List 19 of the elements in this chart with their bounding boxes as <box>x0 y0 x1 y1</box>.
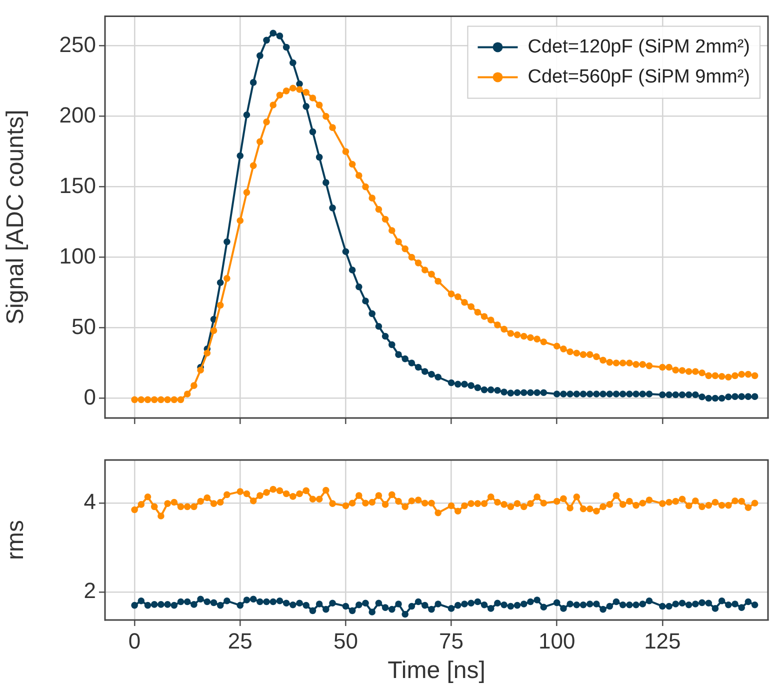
y-tick-label: 0 <box>84 384 96 410</box>
x-axis-title: Time [ns] <box>388 657 486 684</box>
x-tick-label: 50 <box>333 628 358 654</box>
y-tick-label: 100 <box>59 243 96 268</box>
x-tick-label: 0 <box>128 628 141 654</box>
legend-label: Cdet=120pF (SiPM 2mm²) <box>528 36 750 58</box>
y-tick-label: 2 <box>84 578 96 604</box>
y-axis-title: rms <box>2 520 30 560</box>
y-tick-label: 4 <box>84 489 96 514</box>
y-tick-label: 250 <box>59 32 96 57</box>
x-tick-label: 125 <box>644 628 681 654</box>
y-tick-label: 150 <box>59 172 96 198</box>
y-tick-label: 50 <box>72 314 96 339</box>
y-tick-label: 200 <box>59 102 96 128</box>
x-tick-label: 75 <box>439 628 464 654</box>
legend-label: Cdet=560pF (SiPM 9mm²) <box>528 66 750 88</box>
x-tick-label: 100 <box>538 628 576 654</box>
x-tick-label: 25 <box>228 628 252 654</box>
y-axis-title: Signal [ADC counts] <box>2 110 30 324</box>
